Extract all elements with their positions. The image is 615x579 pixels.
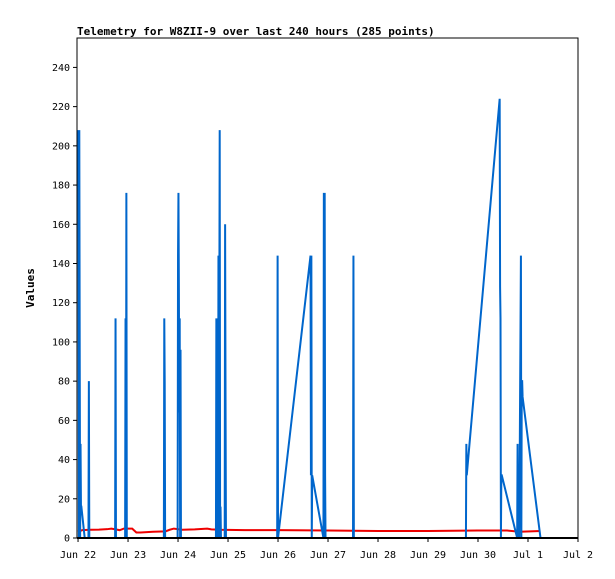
x-tick-label: Jun 29: [410, 550, 446, 561]
y-axis-label: Values: [24, 268, 37, 308]
y-tick-label: 220: [52, 102, 70, 113]
x-tick-label: Jul 2: [563, 550, 593, 561]
y-tick-label: 180: [52, 181, 70, 192]
x-tick-label: Jul 1: [513, 550, 543, 561]
y-tick-label: 60: [58, 416, 70, 427]
y-tick-label: 0: [64, 534, 70, 545]
y-axis: 0 20 40 60 80 100 120 140 160 180 200 220 240: [52, 63, 77, 545]
x-tick-label: Jun 25: [210, 550, 246, 561]
x-tick-label: Jun 24: [160, 550, 196, 561]
x-tick-label: Jun 26: [260, 550, 296, 561]
x-tick-label: Jun 22: [60, 550, 96, 561]
y-tick-label: 80: [58, 377, 70, 388]
y-tick-label: 20: [58, 494, 70, 505]
y-tick-label: 140: [52, 259, 70, 270]
x-tick-label: Jun 28: [360, 550, 396, 561]
y-tick-label: 120: [52, 298, 70, 309]
x-tick-label: Jun 30: [460, 550, 496, 561]
series-line-1: [77, 527, 541, 534]
x-axis: Jun 22 Jun 23 Jun 24 Jun 25 Jun 26 Jun 27 Jun …: [60, 538, 593, 561]
plot-area: [76, 37, 579, 539]
y-tick-label: 200: [52, 141, 70, 152]
x-tick-label: Jun 23: [110, 550, 146, 561]
x-tick-label: Jun 27: [310, 550, 346, 561]
y-tick-label: 100: [52, 337, 70, 348]
y-tick-label: 160: [52, 220, 70, 231]
y-tick-label: 240: [52, 63, 70, 74]
chart-title: Telemetry for W8ZII-9 over last 240 hour…: [77, 25, 435, 38]
y-tick-label: 40: [58, 455, 70, 466]
